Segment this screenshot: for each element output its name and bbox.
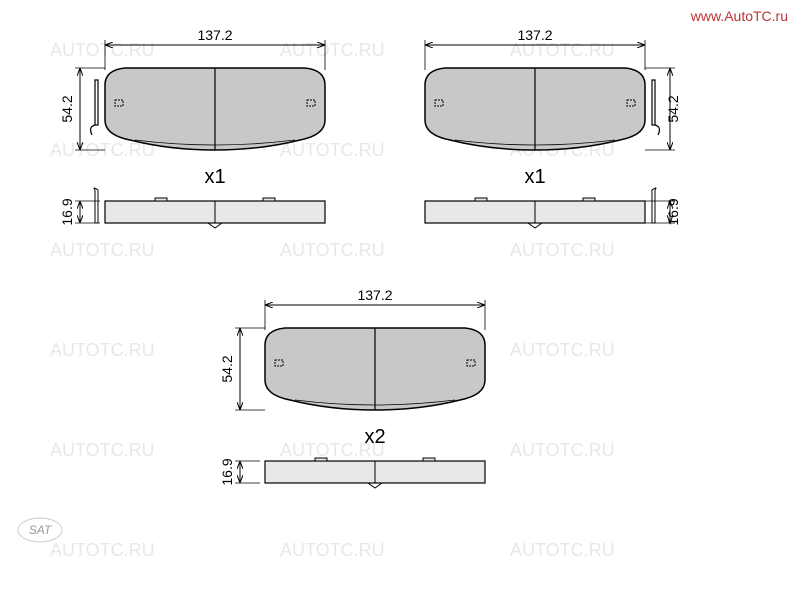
svg-text:SAT: SAT bbox=[29, 523, 53, 537]
width-dim: 137.2 bbox=[197, 27, 232, 43]
thickness-dim: 16.9 bbox=[59, 198, 75, 225]
svg-text:137.2: 137.2 bbox=[357, 287, 392, 303]
diagram-container: AUTOTC.RUAUTOTC.RUAUTOTC.RUAUTOTC.RUAUTO… bbox=[0, 0, 800, 600]
svg-text:54.2: 54.2 bbox=[665, 95, 681, 122]
svg-text:137.2: 137.2 bbox=[517, 27, 552, 43]
technical-drawing: 137.2 54.2 x1 16.9 137.2 bbox=[0, 0, 800, 600]
svg-text:x2: x2 bbox=[364, 426, 385, 448]
svg-text:16.9: 16.9 bbox=[665, 198, 681, 225]
svg-text:16.9: 16.9 bbox=[219, 458, 235, 485]
svg-text:x1: x1 bbox=[524, 166, 545, 188]
qty-label: x1 bbox=[204, 166, 225, 188]
height-dim: 54.2 bbox=[59, 95, 75, 122]
brand-logo: SAT bbox=[18, 518, 62, 542]
svg-text:54.2: 54.2 bbox=[219, 355, 235, 382]
